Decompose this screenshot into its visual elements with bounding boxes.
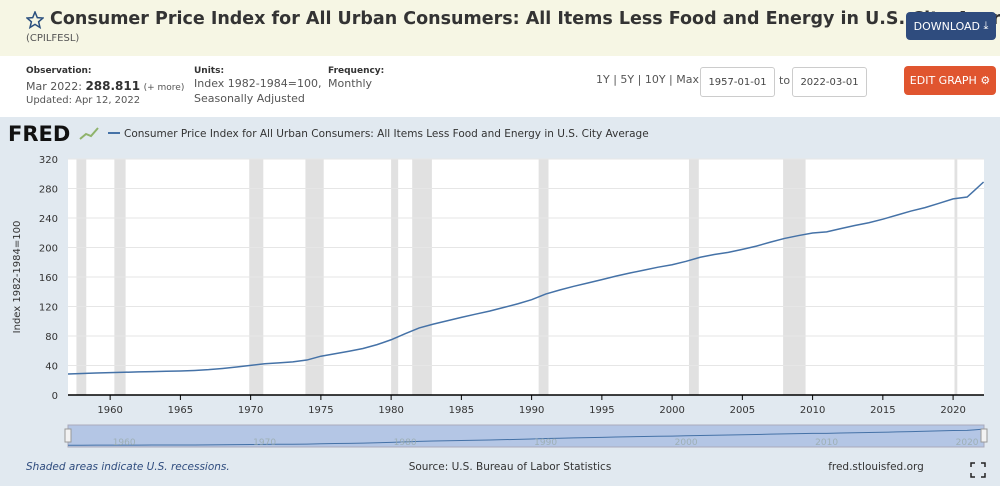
series-line <box>67 181 985 375</box>
download-label: DOWNLOAD <box>913 19 981 33</box>
observation-date: Mar 2022: <box>26 80 82 93</box>
to-label: to <box>779 74 791 87</box>
x-tick-label: 1980 <box>378 405 403 416</box>
observation-label: Observation: <box>26 66 92 76</box>
fred-logo: FRED <box>8 122 70 146</box>
x-tick-label: 1990 <box>519 405 544 416</box>
y-tick-label: 0 <box>52 391 58 402</box>
fullscreen-icon[interactable] <box>970 462 986 478</box>
x-tick-label: 2010 <box>800 405 825 416</box>
y-tick-label: 280 <box>39 185 58 196</box>
frequency: Monthly <box>328 77 373 90</box>
range-selector: 1Y | 5Y | 10Y | Max <box>596 73 700 86</box>
x-tick-label: 2015 <box>870 405 895 416</box>
x-tick-label: 1995 <box>589 405 614 416</box>
star-icon[interactable] <box>26 11 44 29</box>
navigator-tick-label: 1970 <box>253 438 276 448</box>
x-tick-label: 1975 <box>308 405 333 416</box>
units-label: Units: <box>194 66 225 76</box>
navigator-handle[interactable] <box>64 428 72 443</box>
x-tick-label: 1985 <box>449 405 474 416</box>
title: Consumer Price Index for All Urban Consu… <box>50 9 1000 29</box>
header: Consumer Price Index for All Urban Consu… <box>0 0 1000 56</box>
start-date-input[interactable]: 1957-01-01 <box>700 67 775 97</box>
y-tick-label: 160 <box>39 273 58 284</box>
x-tick-label: 2005 <box>730 405 755 416</box>
navigator-tick-label: 1960 <box>113 438 136 448</box>
chart: FRED Index 1982-1984=100 Shaded areas in… <box>0 117 1000 486</box>
x-tick-label: 2000 <box>659 405 684 416</box>
edit-graph-label: EDIT GRAPH <box>909 74 977 87</box>
legend-label: Consumer Price Index for All Urban Consu… <box>124 128 649 140</box>
edit-graph-button[interactable]: EDIT GRAPH ⚙ <box>904 66 996 95</box>
end-date-input[interactable]: 2022-03-01 <box>792 67 867 97</box>
navigator-handle[interactable] <box>980 428 988 443</box>
x-tick-label: 1960 <box>97 405 122 416</box>
x-tick-label: 1965 <box>168 405 193 416</box>
navigator-tick-label: 1990 <box>534 438 557 448</box>
navigator-tick-label: 2010 <box>815 438 838 448</box>
y-tick-label: 40 <box>45 362 58 373</box>
start-date: 1957-01-01 <box>708 76 767 88</box>
source: Source: U.S. Bureau of Labor Statistics <box>409 461 612 473</box>
navigator-tick-label: 2000 <box>675 438 698 448</box>
observation-value: 288.811 <box>85 79 141 93</box>
navigator-line <box>67 428 984 446</box>
units-line: Seasonally Adjusted <box>194 92 305 105</box>
navigator-tick-label: 2020 <box>956 438 979 448</box>
y-tick-label: 120 <box>39 303 58 314</box>
recession-note: Shaded areas indicate U.S. recessions. <box>26 461 230 473</box>
range-option[interactable]: 5Y <box>620 73 635 86</box>
x-tick-label: 2020 <box>940 405 965 416</box>
series-id: (CPILFESL) <box>26 33 80 44</box>
y-tick-label: 200 <box>39 244 58 255</box>
navigator-window <box>67 424 985 448</box>
y-tick-label: 80 <box>45 332 58 343</box>
y-axis-label: Index 1982-1984=100 <box>12 221 23 334</box>
y-tick-label: 240 <box>39 214 58 225</box>
range-option[interactable]: 10Y <box>644 73 666 86</box>
navigator-tick-label: 1980 <box>394 438 417 448</box>
logo-icon <box>79 127 99 140</box>
more-link[interactable]: (+ more) <box>143 83 185 93</box>
range-option[interactable]: 1Y <box>596 73 610 86</box>
site: fred.stlouisfed.org <box>828 461 924 473</box>
range-option[interactable]: Max <box>676 73 700 86</box>
updated: Updated: Apr 12, 2022 <box>26 95 141 106</box>
end-date: 2022-03-01 <box>800 76 859 88</box>
frequency-label: Frequency: <box>328 66 385 76</box>
x-tick-label: 1970 <box>238 405 263 416</box>
download-button[interactable]: DOWNLOAD ⤓ <box>906 12 996 40</box>
y-tick-label: 320 <box>39 155 58 166</box>
units-line: Index 1982-1984=100, <box>194 77 322 90</box>
